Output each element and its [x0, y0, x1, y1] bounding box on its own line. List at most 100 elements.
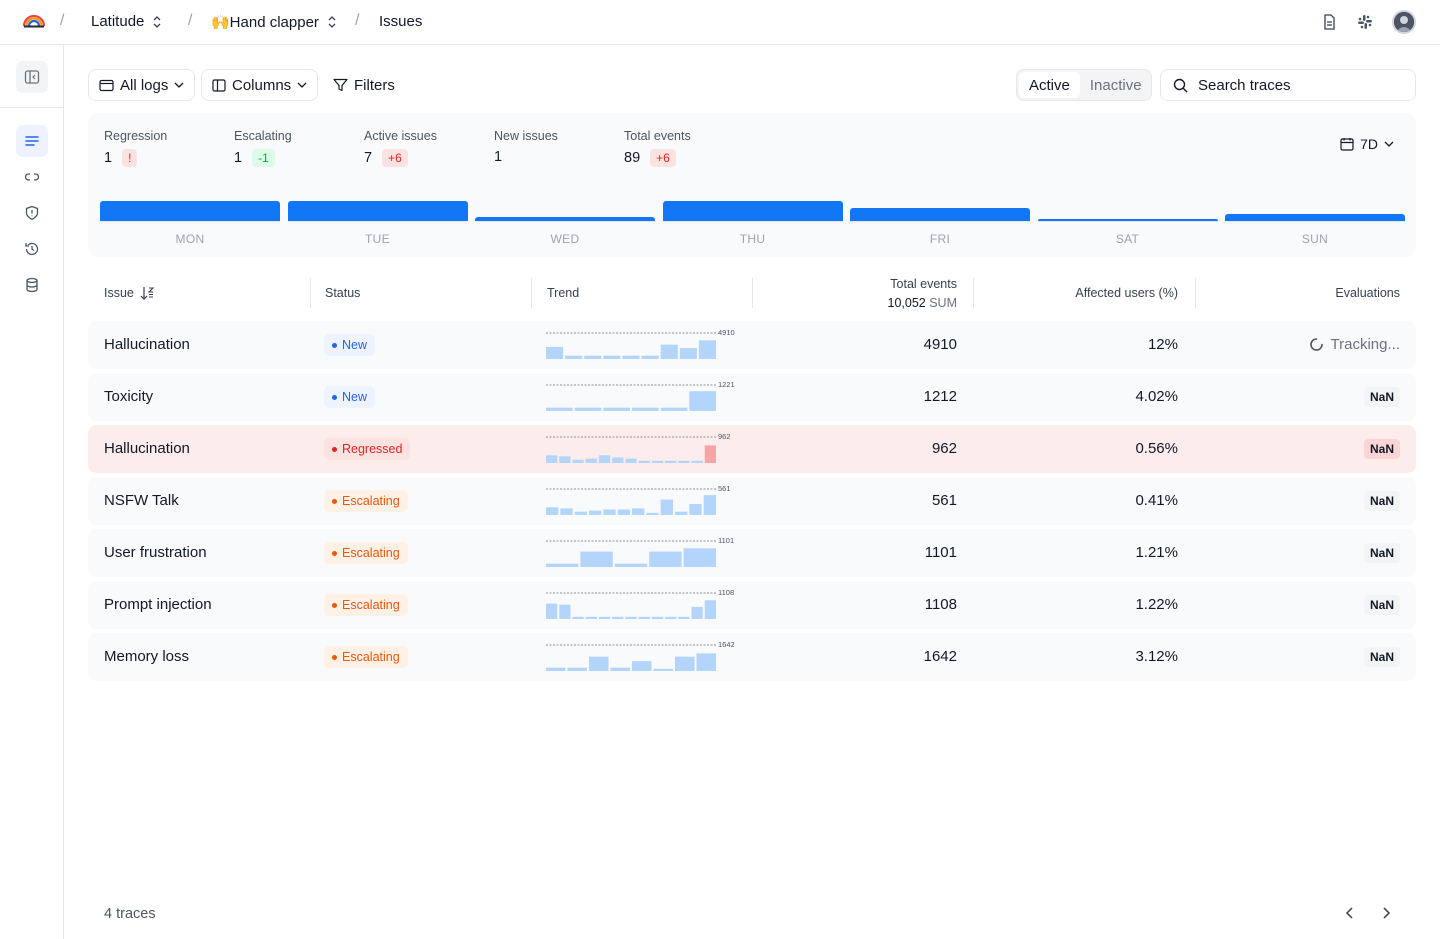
total-events-value: 1212: [923, 388, 957, 405]
sidebar-item-links[interactable]: [16, 161, 48, 193]
sidebar-item-security[interactable]: [16, 197, 48, 229]
trend-bar: [585, 616, 597, 619]
document-icon[interactable]: [1320, 13, 1338, 31]
calendar-icon: [1340, 138, 1354, 151]
trend-bar: [704, 600, 716, 619]
trend-bar: [559, 456, 571, 463]
sort-icon[interactable]: [140, 286, 155, 300]
breadcrumb-current: Issues: [379, 13, 422, 30]
search-input[interactable]: [1198, 76, 1398, 94]
day-bar-track: [1037, 201, 1218, 222]
slack-icon[interactable]: [1356, 13, 1374, 31]
trend-bar: [632, 508, 645, 515]
chevron-left-icon[interactable]: [1344, 906, 1356, 920]
column-header-affected-users[interactable]: Affected users (%): [1075, 286, 1178, 300]
evaluation-badge: NaN: [1363, 595, 1400, 615]
history-icon: [25, 242, 39, 256]
trend-bar: [646, 512, 659, 515]
sidebar-toggle-button[interactable]: [16, 61, 48, 93]
list-icon: [25, 136, 39, 146]
column-header-total-events[interactable]: Total events 10,052 SUM: [800, 272, 958, 314]
evaluation-badge: NaN: [1363, 439, 1400, 459]
table-row[interactable]: Prompt injection Escalating 1108 1108 1.22% N…: [88, 581, 1416, 629]
filter-icon: [333, 78, 348, 92]
segment-active[interactable]: Active: [1019, 72, 1080, 98]
segment-inactive[interactable]: Inactive: [1089, 76, 1142, 94]
day-column[interactable]: SUN: [1225, 201, 1405, 246]
trend-bar: [625, 458, 637, 463]
rainbow-logo-icon[interactable]: [23, 14, 45, 28]
user-avatar[interactable]: [1392, 10, 1416, 34]
trend-bar: [653, 668, 673, 671]
trend-bar: [632, 661, 652, 671]
status-dot: [332, 394, 337, 400]
day-column[interactable]: WED: [475, 201, 655, 246]
all-logs-dropdown[interactable]: All logs: [88, 69, 196, 101]
trend-bar: [617, 509, 630, 515]
column-header-status[interactable]: Status: [325, 286, 361, 300]
stat-label: Regression: [104, 129, 168, 143]
trend-bar: [546, 667, 566, 671]
trend-bar: [546, 507, 559, 515]
chevron-right-icon[interactable]: [1380, 906, 1392, 920]
table-row[interactable]: User frustration Escalating 1101 1101 1.21% N…: [88, 529, 1416, 577]
spinner-icon: [1309, 338, 1323, 351]
evaluation-badge: NaN: [1363, 647, 1400, 667]
sidebar-item-history[interactable]: [16, 233, 48, 265]
project-name: 🙌Hand clapper: [211, 14, 319, 31]
stat-value-row: 1!: [104, 149, 167, 167]
day-bar-track: [475, 201, 655, 222]
total-events-value: 1101: [924, 544, 957, 561]
status-text: Escalating: [342, 650, 400, 664]
stat-value: 1: [234, 150, 243, 166]
trend-sparkline: 1101: [546, 536, 734, 567]
day-column[interactable]: MON: [100, 201, 280, 246]
table-row[interactable]: Hallucination New 4910 4910 12% Tracking...: [88, 321, 1416, 369]
table-row[interactable]: Hallucination Regressed 962 962 0.56% NaN: [88, 425, 1416, 473]
stat-value: 1: [104, 150, 113, 166]
table-row[interactable]: Memory loss Escalating 1642 1642 3.12% NaN: [88, 633, 1416, 681]
status-dot: [332, 342, 337, 348]
project-switcher[interactable]: 🙌Hand clapper: [211, 13, 337, 31]
issue-name: Prompt injection: [104, 596, 212, 613]
trend-bar: [585, 458, 597, 463]
workspace-switcher[interactable]: Latitude: [91, 13, 162, 30]
link-icon: [24, 173, 40, 181]
search-icon: [1173, 78, 1188, 92]
date-range-label: 7D: [1360, 136, 1378, 152]
column-header-issue[interactable]: Issue: [104, 272, 155, 314]
filters-button[interactable]: Filters: [323, 69, 405, 101]
affected-users-value: 3.12%: [1135, 648, 1178, 665]
day-bar: [475, 217, 655, 221]
table-row[interactable]: NSFW Talk Escalating 561 561 0.41% NaN: [88, 477, 1416, 525]
sidebar-item-datasets[interactable]: [16, 269, 48, 301]
status-dot: [332, 446, 337, 452]
day-bar-track: [850, 201, 1030, 222]
column-divider: [973, 278, 974, 308]
day-column[interactable]: FRI: [850, 201, 1030, 246]
column-header-trend[interactable]: Trend: [547, 286, 580, 300]
column-header-evaluations[interactable]: Evaluations: [1335, 286, 1400, 300]
date-range-dropdown[interactable]: 7D: [1340, 136, 1394, 152]
day-label: MON: [175, 232, 205, 246]
trend-sparkline: 4910: [546, 328, 735, 359]
sidebar-item-issues[interactable]: [16, 125, 48, 157]
columns-dropdown[interactable]: Columns: [201, 69, 319, 101]
page-title: Issues: [379, 13, 423, 30]
day-label: THU: [739, 232, 766, 246]
day-column[interactable]: TUE: [287, 201, 468, 246]
day-label: FRI: [929, 232, 951, 246]
trend-bar: [703, 495, 716, 515]
day-column[interactable]: THU: [662, 201, 843, 246]
status-badge: New: [324, 334, 376, 356]
day-column[interactable]: SAT: [1037, 201, 1218, 246]
trend-bar: [665, 460, 677, 463]
day-label: SAT: [1115, 232, 1140, 246]
table-row[interactable]: Toxicity New 1221 1212 4.02% NaN: [88, 373, 1416, 421]
trend-bar: [572, 459, 584, 463]
trend-bar: [622, 355, 640, 359]
breadcrumb-separator: /: [188, 12, 193, 29]
trend-bar: [567, 667, 587, 671]
trend-bar: [649, 551, 682, 567]
column-header-issue-label: Issue: [104, 286, 134, 300]
